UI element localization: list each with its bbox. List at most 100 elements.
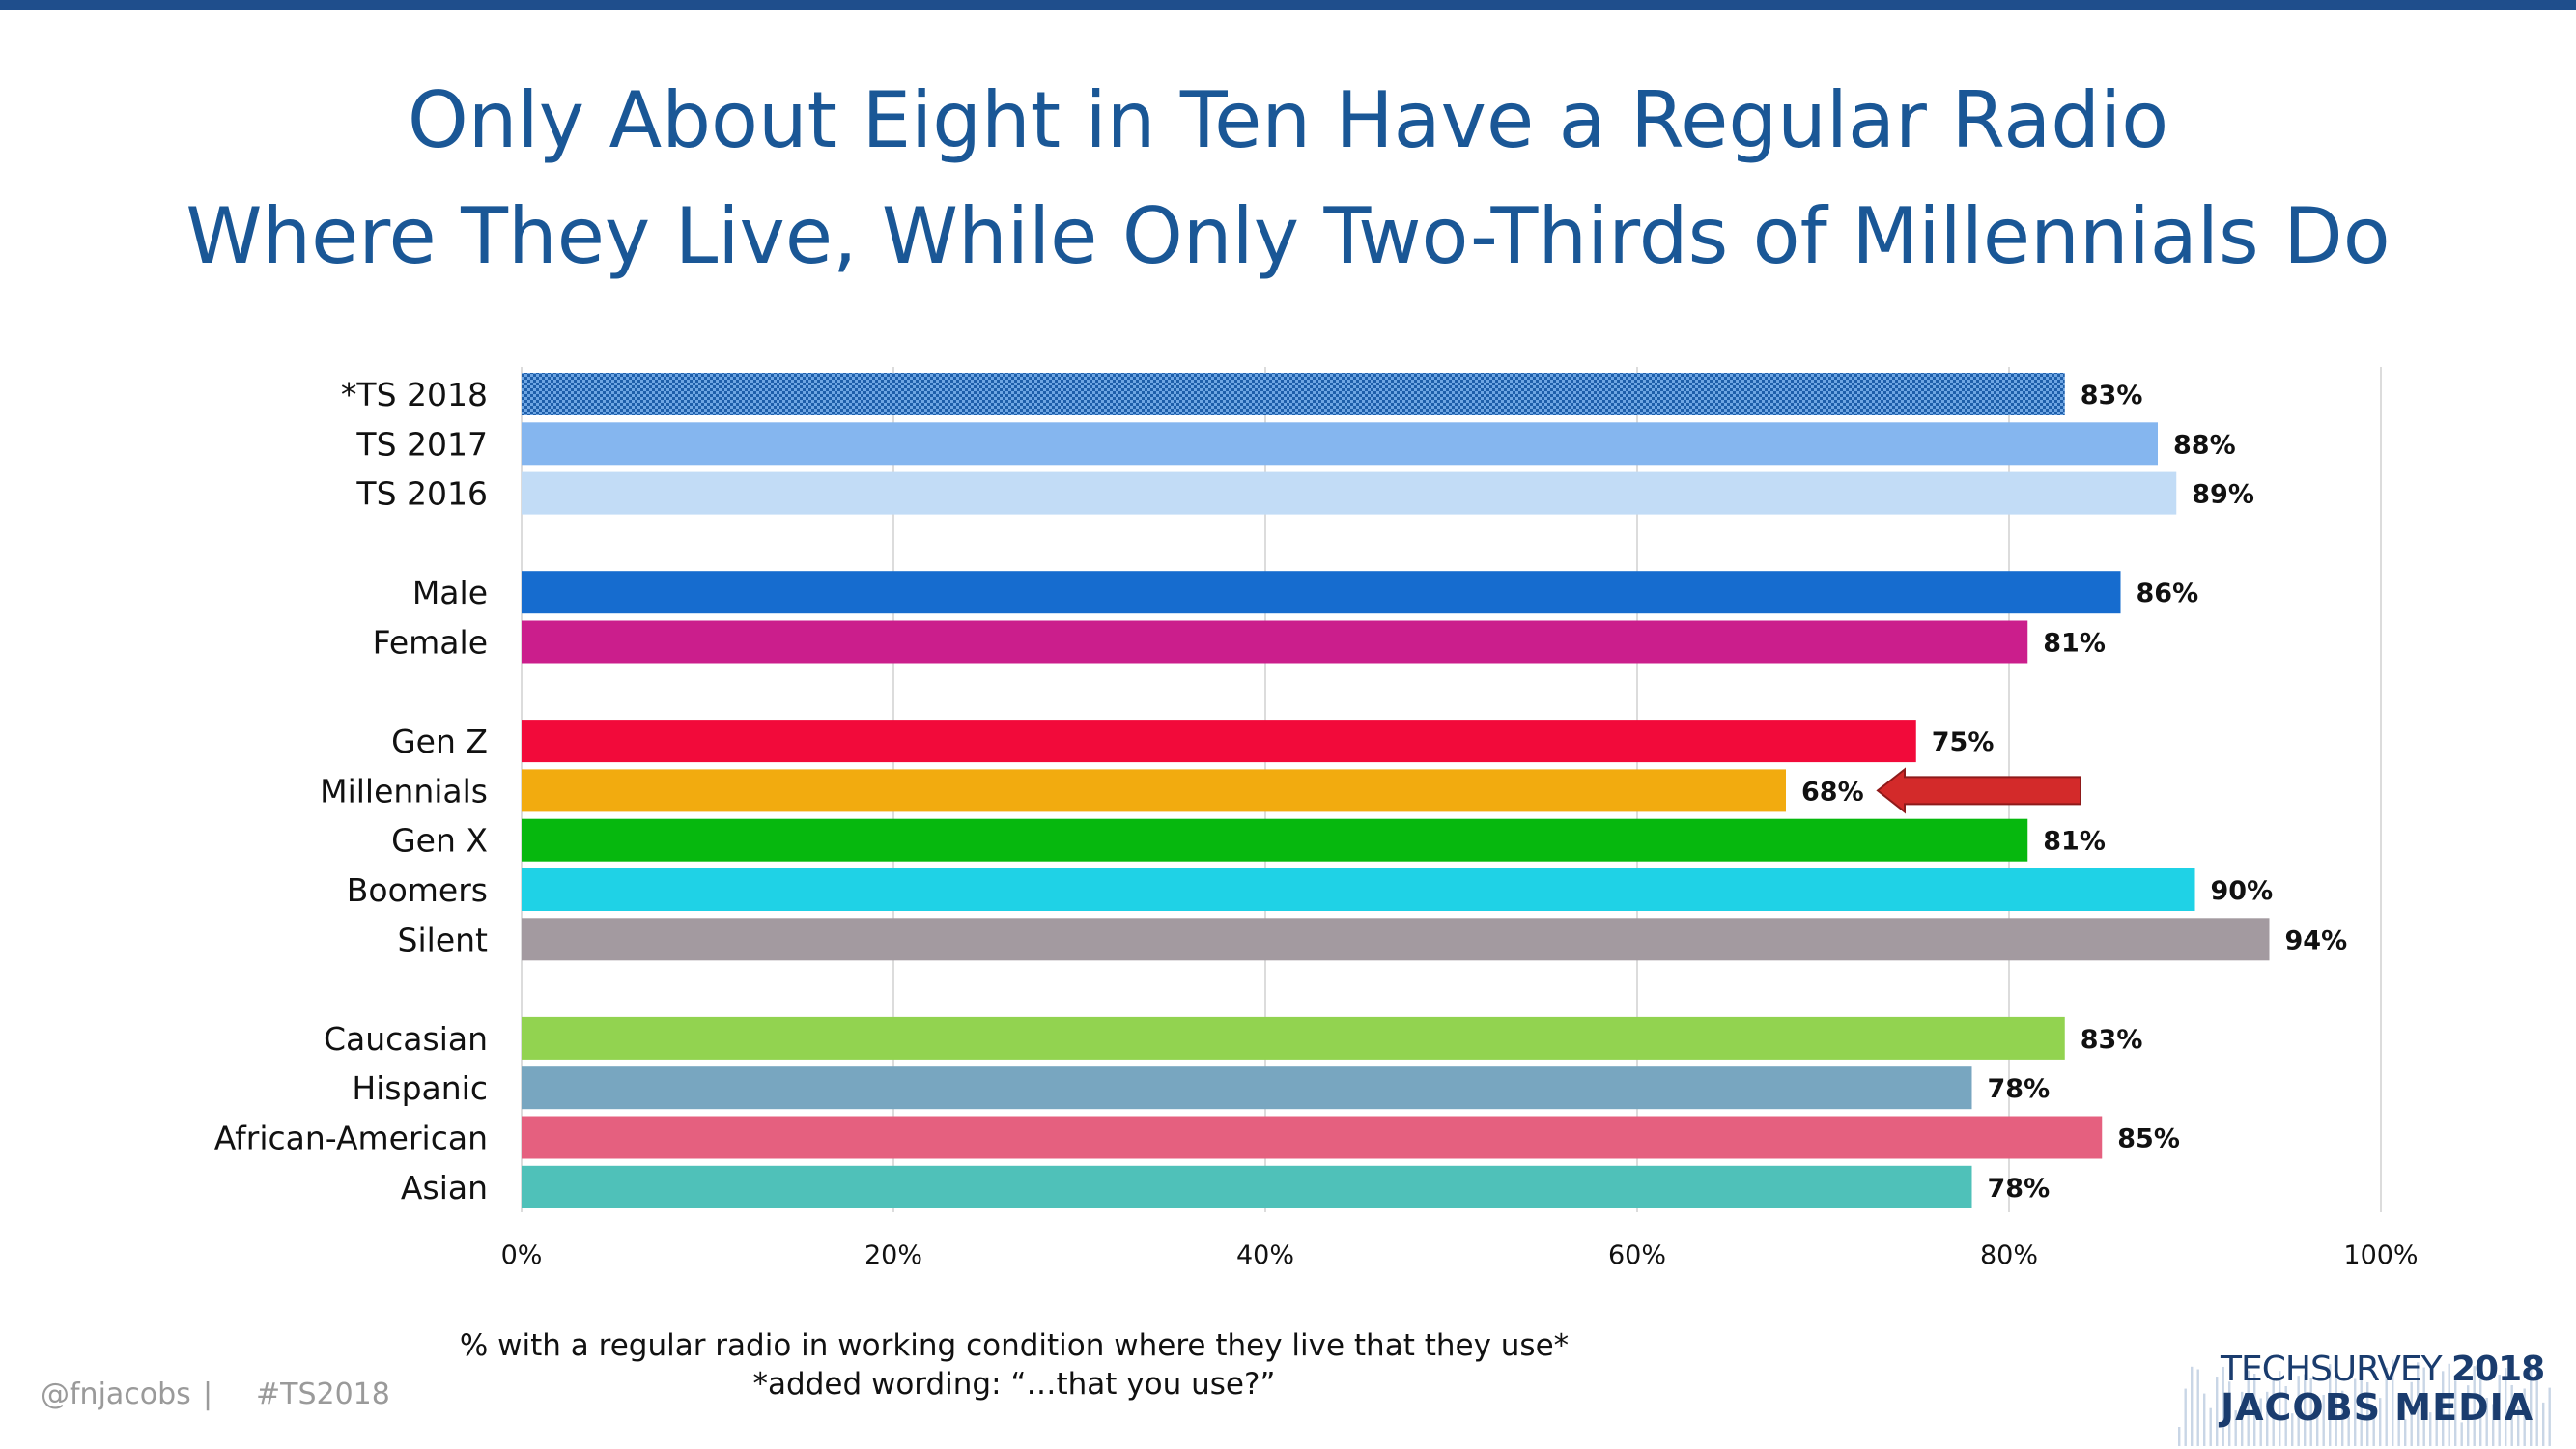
bar	[522, 422, 2158, 466]
data-label: 75%	[1932, 727, 1995, 757]
equalizer-bar	[2360, 1358, 2363, 1446]
equalizer-bar	[2222, 1366, 2224, 1446]
equalizer-bar	[2467, 1385, 2470, 1446]
equalizer-bar	[2530, 1370, 2533, 1446]
category-label: Silent	[398, 921, 489, 958]
data-label: 88%	[2173, 430, 2236, 460]
footer-separator: |	[203, 1378, 213, 1411]
data-label: 81%	[2043, 827, 2106, 857]
chart-footnote: *added wording: “…that you use?”	[752, 1367, 1276, 1402]
equalizer-bar	[2184, 1388, 2187, 1446]
category-label: Boomers	[347, 871, 488, 909]
data-label: 86%	[2137, 579, 2199, 609]
logo-prefix: TECHSURVEY	[2221, 1350, 2451, 1389]
data-label: 83%	[2081, 381, 2143, 411]
equalizer-bar	[2397, 1395, 2400, 1446]
equalizer-bar	[2392, 1359, 2394, 1446]
logo-line-2: JACOBS MEDIA	[2221, 1386, 2534, 1429]
bar	[522, 868, 2195, 911]
category-label: TS 2017	[355, 425, 488, 463]
data-label: 81%	[2043, 629, 2106, 659]
equalizer-bar	[2523, 1388, 2526, 1446]
equalizer-bar	[2485, 1397, 2488, 1446]
footer-hashtag: #TS2018	[256, 1378, 390, 1411]
equalizer-bar	[2473, 1366, 2476, 1446]
equalizer-graphic	[2178, 1358, 2551, 1446]
data-label: 94%	[2285, 925, 2348, 955]
bar	[522, 818, 2028, 862]
equalizer-bar	[2372, 1407, 2375, 1446]
logo-line-1: TECHSURVEY 2018	[2221, 1350, 2545, 1389]
equalizer-bar	[2442, 1371, 2445, 1446]
highlight-arrow	[1876, 767, 2081, 814]
equalizer-bar	[2454, 1380, 2457, 1446]
equalizer-bar	[2297, 1376, 2300, 1446]
equalizer-bar	[2429, 1412, 2432, 1446]
bar	[522, 720, 1916, 763]
category-label: Gen X	[391, 822, 488, 860]
category-label: Male	[412, 574, 488, 611]
bar	[522, 373, 2065, 415]
equalizer-bar	[2291, 1413, 2294, 1446]
chart-title-line-1: Only About Eight in Ten Have a Regular R…	[407, 75, 2169, 165]
bar	[522, 471, 2177, 515]
equalizer-bar	[2228, 1381, 2231, 1446]
equalizer-bar	[2492, 1404, 2495, 1446]
category-label: Female	[373, 624, 488, 662]
equalizer-bar	[2272, 1379, 2275, 1446]
x-tick-label: 60%	[1608, 1240, 1666, 1270]
equalizer-bar	[2517, 1406, 2520, 1446]
data-label: 90%	[2211, 876, 2274, 906]
equalizer-bar	[2366, 1381, 2369, 1446]
equalizer-bar	[2548, 1387, 2551, 1446]
category-label: African-American	[214, 1120, 488, 1157]
equalizer-bar	[2196, 1369, 2199, 1446]
bar	[522, 1016, 2065, 1060]
bar	[522, 1116, 2103, 1159]
equalizer-bar	[2498, 1374, 2501, 1446]
equalizer-bar	[2542, 1402, 2545, 1446]
equalizer-bar	[2404, 1419, 2407, 1446]
equalizer-bar	[2417, 1362, 2420, 1446]
equalizer-bar	[2379, 1398, 2382, 1446]
data-label: 83%	[2081, 1025, 2143, 1055]
footer-handle: @fnjacobs	[41, 1378, 191, 1411]
equalizer-bar	[2385, 1367, 2388, 1446]
equalizer-bar	[2435, 1401, 2438, 1446]
equalizer-bar	[2304, 1374, 2307, 1446]
top-rule	[0, 0, 2576, 10]
data-label: 68%	[1801, 777, 1864, 807]
equalizer-bar	[2322, 1394, 2325, 1446]
equalizer-bar	[2505, 1368, 2507, 1446]
equalizer-bar	[2241, 1391, 2244, 1446]
equalizer-bar	[2234, 1410, 2237, 1446]
category-label: Caucasian	[324, 1020, 488, 1058]
equalizer-bar	[2329, 1364, 2332, 1446]
chart-title-line-2: Where They Live, While Only Two-Thirds o…	[185, 191, 2391, 281]
bar-chart: 0% 20% 40% 60% 80% 100% *TS 2018 83% TS 2017 88% T…	[214, 367, 2419, 1270]
bar	[522, 620, 2028, 664]
logo-year: 2018	[2451, 1350, 2545, 1389]
equalizer-bar	[2178, 1427, 2181, 1446]
equalizer-bar	[2448, 1363, 2450, 1446]
x-tick-label: 80%	[1980, 1240, 2038, 1270]
equalizer-bar	[2309, 1378, 2312, 1446]
data-label: 85%	[2117, 1124, 2180, 1154]
equalizer-bar	[2316, 1403, 2319, 1446]
x-tick-label: 0%	[501, 1240, 543, 1270]
equalizer-bar	[2510, 1384, 2513, 1446]
equalizer-bar	[2341, 1390, 2344, 1446]
category-label: Gen Z	[391, 723, 488, 760]
equalizer-bar	[2259, 1398, 2262, 1446]
equalizer-bar	[2247, 1370, 2250, 1446]
bar	[522, 769, 1786, 812]
category-label: *TS 2018	[341, 376, 488, 413]
equalizer-bar	[2479, 1372, 2482, 1446]
data-label: 89%	[2192, 480, 2254, 510]
category-label: Asian	[401, 1169, 488, 1207]
techsurvey-logo: TECHSURVEY 2018 JACOBS MEDIA	[2178, 1338, 2564, 1446]
x-tick-label: 40%	[1236, 1240, 1294, 1270]
bars	[522, 373, 2270, 1208]
data-label: 78%	[1988, 1174, 2051, 1204]
equalizer-bar	[2335, 1375, 2337, 1446]
